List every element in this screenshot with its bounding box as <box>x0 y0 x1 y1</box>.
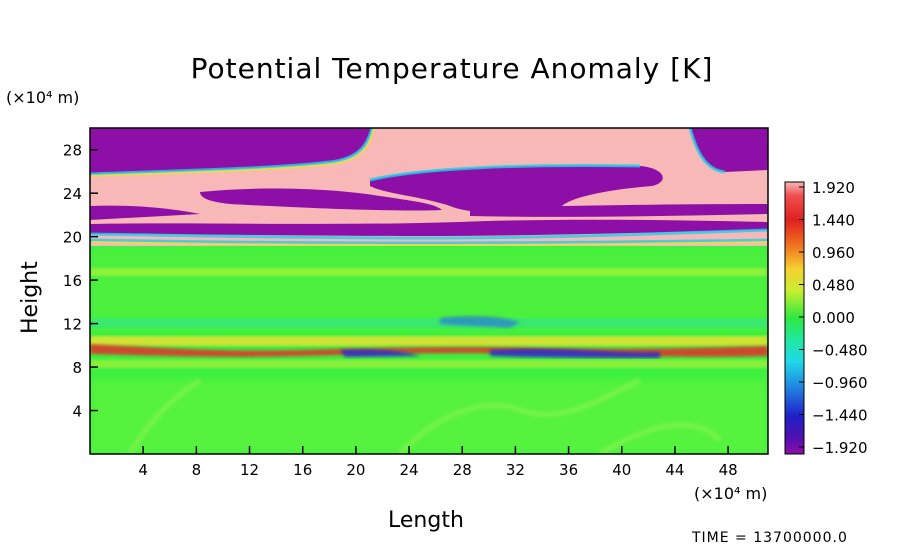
colorbar-tick-label: −0.960 <box>812 374 868 392</box>
x-tick-label: 28 <box>453 461 472 479</box>
negative-band-22 <box>90 205 200 220</box>
x-axis-label: Length <box>388 508 464 533</box>
colorbar-ticks: 1.920 1.440 0.960 0.480 0.000 −0.480 −0.960 −1.… <box>799 179 868 457</box>
transition-edges-warm <box>90 128 768 246</box>
transition-edges <box>90 128 768 245</box>
y-tick-label: 24 <box>63 185 82 203</box>
x-tick-label: 24 <box>400 461 419 479</box>
time-label: TIME = 13700000.0 <box>692 530 848 546</box>
negative-band-9 <box>340 348 660 358</box>
x-tick-label: 8 <box>192 461 202 479</box>
plot-frame <box>89 127 769 455</box>
negative-region-mid <box>370 165 663 213</box>
negative-band-21 <box>90 219 768 236</box>
x-tick-label: 48 <box>719 461 738 479</box>
x-tick-label: 16 <box>293 461 312 479</box>
y-tick-label: 4 <box>72 403 82 421</box>
heatmap-field <box>90 128 768 454</box>
negative-region-upper-left <box>90 128 372 174</box>
blue-patch-12 <box>440 315 520 328</box>
colorbar-tick-label: 1.920 <box>812 179 855 197</box>
x-ticks: 4 8 12 16 20 24 28 32 36 40 44 48 <box>138 446 738 479</box>
negative-band-24 <box>200 188 442 211</box>
colorbar-tick-label: −1.920 <box>812 439 868 457</box>
y-axis-unit: (×10⁴ m) <box>6 88 80 107</box>
x-tick-label: 36 <box>559 461 578 479</box>
colorbar-tick-label: 0.480 <box>812 277 855 295</box>
green-swirls <box>127 377 723 454</box>
x-tick-label: 20 <box>346 461 365 479</box>
negative-region-upper-right <box>690 128 768 172</box>
colorbar-tick-label: −1.440 <box>812 407 868 425</box>
chart-title: Potential Temperature Anomaly [K] <box>190 52 714 85</box>
y-tick-label: 20 <box>63 229 82 247</box>
y-ticks: 4 8 12 16 20 24 28 <box>63 142 98 421</box>
colorbar-tick-label: −0.480 <box>812 342 868 360</box>
colorbar-tick-label: 0.000 <box>812 309 855 327</box>
y-tick-label: 8 <box>72 359 82 377</box>
x-tick-label: 12 <box>240 461 259 479</box>
y-tick-label: 16 <box>63 272 82 290</box>
positive-band-upper <box>90 336 768 346</box>
cyan-band-12 <box>90 318 768 328</box>
x-tick-label: 4 <box>138 461 148 479</box>
negative-band-right <box>470 204 768 217</box>
x-tick-label: 40 <box>612 461 631 479</box>
y-tick-label: 28 <box>63 142 82 160</box>
x-tick-label: 44 <box>665 461 684 479</box>
green-variation-2 <box>90 380 768 454</box>
green-variation-1 <box>90 250 768 330</box>
x-axis-unit: (×10⁴ m) <box>694 484 768 503</box>
yellow-band-8 <box>90 360 768 368</box>
yellow-band-16 <box>90 268 768 276</box>
colorbar <box>784 181 805 455</box>
colorbar-tick-label: 1.440 <box>812 212 855 230</box>
x-tick-label: 32 <box>506 461 525 479</box>
colorbar-tick-label: 0.960 <box>812 244 855 262</box>
y-tick-label: 12 <box>63 316 82 334</box>
